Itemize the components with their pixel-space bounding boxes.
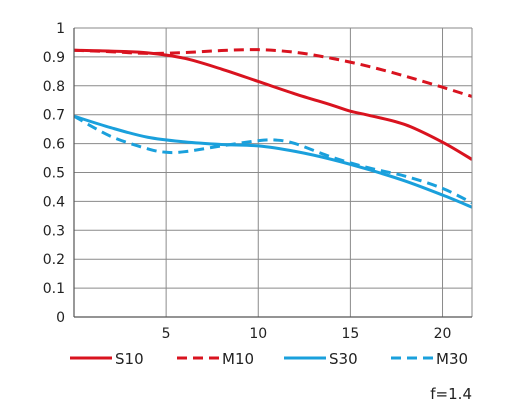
y-tick-label: 0.4	[43, 194, 65, 210]
series-line-m10	[74, 48, 472, 98]
legend-label-m30: M30	[436, 350, 468, 368]
legend-label-s10: S10	[115, 350, 144, 368]
y-tick-label: 0.9	[43, 50, 65, 66]
legend: S10 M10 S30 M30	[70, 350, 468, 368]
y-tick-label: 1	[56, 21, 65, 37]
x-tick-label: 10	[249, 326, 267, 342]
y-tick-label: 0	[56, 310, 65, 326]
y-tick-label: 0.2	[43, 252, 65, 268]
series-line-m30	[74, 114, 472, 205]
x-tick-label: 5	[162, 326, 171, 342]
y-tick-label: 0.8	[43, 79, 65, 95]
legend-label-m10: M10	[222, 350, 254, 368]
x-tick-label: 15	[341, 326, 359, 342]
grid	[74, 27, 472, 318]
y-tick-label: 0.3	[43, 223, 65, 239]
y-tick-label: 0.1	[43, 281, 65, 297]
y-tick-label: 0.7	[43, 108, 65, 124]
series-lines	[74, 48, 472, 209]
axes: 00.10.20.30.40.50.60.70.80.915 10 15 20	[43, 21, 473, 342]
aperture-annotation: f=1.4	[430, 385, 472, 403]
y-tick-label: 0.6	[43, 137, 65, 153]
y-tick-label: 0.5	[43, 166, 65, 182]
x-tick-label: 20	[434, 326, 452, 342]
legend-label-s30: S30	[329, 350, 358, 368]
series-line-s30	[74, 114, 472, 209]
